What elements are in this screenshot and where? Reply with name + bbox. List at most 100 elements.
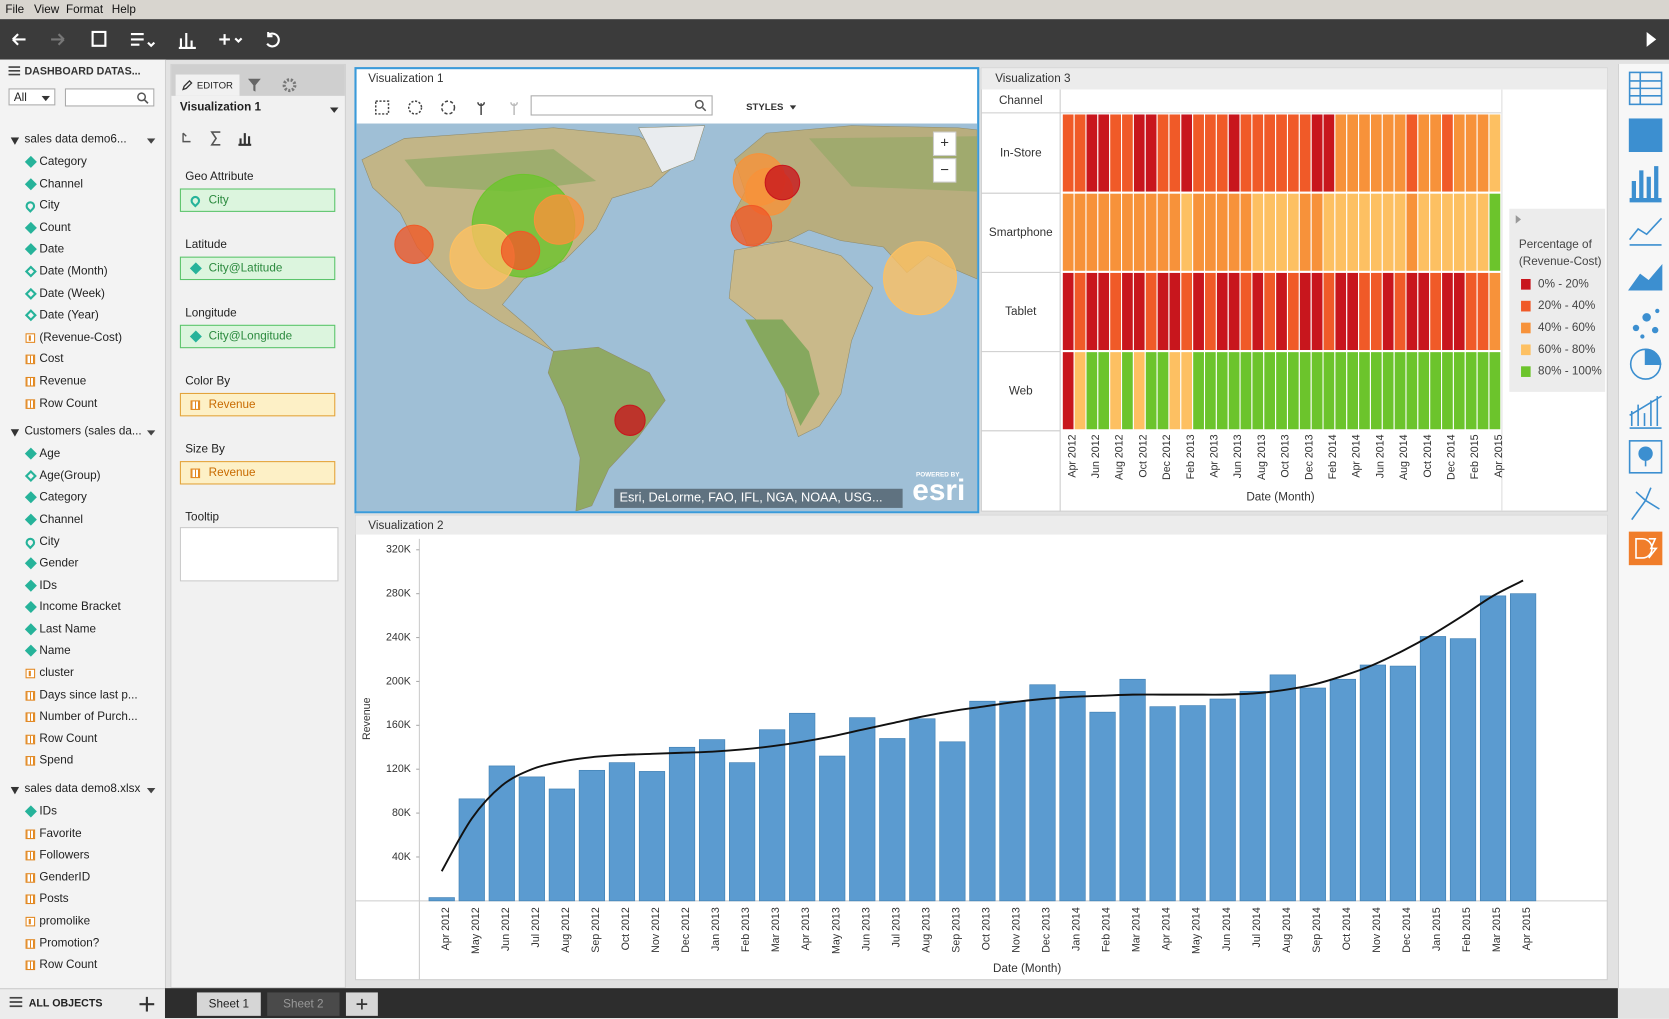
heat-cell[interactable] (1097, 113, 1111, 193)
map-bubble[interactable] (533, 194, 585, 245)
heat-cell[interactable] (1192, 271, 1206, 352)
bar[interactable] (1299, 687, 1326, 902)
field-item[interactable]: Channel (0, 173, 165, 195)
heat-cell[interactable] (1393, 192, 1407, 272)
bar[interactable] (909, 718, 936, 902)
heat-cell[interactable] (1346, 113, 1360, 193)
bar[interactable] (969, 700, 996, 902)
heat-cell[interactable] (1381, 192, 1395, 272)
heat-cell[interactable] (1441, 351, 1454, 431)
heat-cell[interactable] (1109, 192, 1123, 272)
heat-cell[interactable] (1073, 192, 1087, 272)
zoom-in-button[interactable] (932, 131, 957, 157)
bar[interactable] (1179, 705, 1206, 902)
heat-cell[interactable] (1429, 113, 1443, 193)
bar[interactable] (488, 765, 515, 902)
field-item[interactable]: Date (Week) (0, 283, 165, 305)
field-item[interactable]: Followers (0, 845, 165, 867)
pin-tool[interactable] (477, 102, 486, 116)
heat-cell[interactable] (1310, 113, 1324, 193)
heat-cell[interactable] (1097, 351, 1111, 431)
rect-select[interactable] (374, 100, 390, 115)
field-item[interactable]: Days since last p... (0, 684, 165, 706)
heat-cell[interactable] (1452, 113, 1466, 193)
field-pill[interactable]: City@Latitude (179, 256, 336, 281)
heat-cell[interactable] (1251, 351, 1265, 431)
heat-cell[interactable] (1488, 271, 1502, 352)
heat-cell[interactable] (1061, 192, 1075, 272)
heat-cell[interactable] (1263, 351, 1277, 431)
heat-cell[interactable] (1144, 192, 1158, 272)
heat-cell[interactable] (1085, 192, 1099, 272)
heat-cell[interactable] (1358, 113, 1371, 193)
bar[interactable] (1509, 593, 1537, 902)
heat-cell[interactable] (1322, 351, 1336, 431)
heat-cell[interactable] (1227, 271, 1241, 352)
heat-cell[interactable] (1203, 271, 1217, 352)
heat-cell[interactable] (1405, 351, 1419, 431)
bar[interactable] (879, 738, 906, 902)
bar[interactable] (1239, 690, 1266, 902)
heat-cell[interactable] (1464, 192, 1478, 272)
heat-cell[interactable] (1358, 351, 1371, 431)
heat-cell[interactable] (1452, 192, 1466, 272)
heat-cell[interactable] (1251, 271, 1265, 352)
bar[interactable] (518, 776, 545, 902)
field-item[interactable]: IDs (0, 575, 165, 597)
bar[interactable] (1089, 711, 1116, 902)
dataset-menu[interactable] (146, 138, 156, 144)
map-viz[interactable] (1628, 440, 1663, 474)
menu-item[interactable]: Format (65, 3, 104, 16)
network-viz[interactable] (1631, 487, 1660, 521)
heat-cell[interactable] (1476, 271, 1490, 352)
heat-cell[interactable] (1429, 271, 1443, 352)
heat-cell[interactable] (1476, 113, 1490, 193)
menu-item[interactable]: Help (111, 3, 136, 16)
field-item[interactable]: Row Count (0, 728, 165, 750)
heat-cell[interactable] (1381, 351, 1395, 431)
heat-cell[interactable] (1132, 351, 1146, 431)
sum-tool[interactable] (210, 131, 221, 146)
heat-cell[interactable] (1097, 271, 1111, 352)
heat-cell[interactable] (1109, 113, 1123, 193)
sheet-tab[interactable]: Sheet 2 (267, 992, 340, 1016)
add-object-button[interactable] (139, 996, 155, 1012)
field-item[interactable]: Posts (0, 889, 165, 911)
lasso-select[interactable] (440, 100, 456, 115)
heat-cell[interactable] (1405, 113, 1419, 193)
heat-cell[interactable] (1381, 271, 1395, 352)
map-bubble[interactable] (500, 230, 541, 271)
heat-cell[interactable] (1061, 351, 1075, 431)
heat-cell[interactable] (1239, 351, 1253, 431)
bubble-viz[interactable] (1632, 308, 1660, 339)
heat-cell[interactable] (1488, 113, 1502, 193)
editor-tab[interactable]: EDITOR (175, 74, 240, 96)
bar[interactable] (819, 755, 846, 902)
drop-zone[interactable] (179, 527, 339, 582)
collapse-toggle[interactable] (10, 786, 20, 795)
field-pill[interactable]: City@Longitude (179, 324, 336, 349)
heat-cell[interactable] (1286, 113, 1300, 193)
map-search[interactable] (530, 95, 713, 116)
heat-cell[interactable] (1381, 113, 1395, 193)
circle-select[interactable] (407, 100, 423, 115)
filter-tab[interactable] (248, 78, 261, 92)
bar[interactable] (1209, 698, 1236, 902)
save-button[interactable] (91, 30, 107, 47)
heat-cell[interactable] (1464, 271, 1478, 352)
heat-cell[interactable] (1263, 271, 1277, 352)
heat-cell[interactable] (1358, 192, 1371, 272)
heat-cell[interactable] (1405, 192, 1419, 272)
bar[interactable] (789, 712, 816, 902)
menu-item[interactable]: View (34, 3, 60, 16)
heat-cell[interactable] (1073, 113, 1087, 193)
settings-tab[interactable] (282, 78, 297, 93)
present-button[interactable] (1646, 31, 1657, 47)
heat-cell[interactable] (1121, 192, 1134, 272)
heat-cell[interactable] (1286, 351, 1300, 431)
heat-cell[interactable] (1488, 351, 1502, 431)
heat-cell[interactable] (1334, 271, 1348, 352)
field-pill[interactable]: Revenue (179, 461, 336, 485)
heat-cell[interactable] (1121, 113, 1134, 193)
zoom-out-button[interactable] (932, 158, 957, 183)
